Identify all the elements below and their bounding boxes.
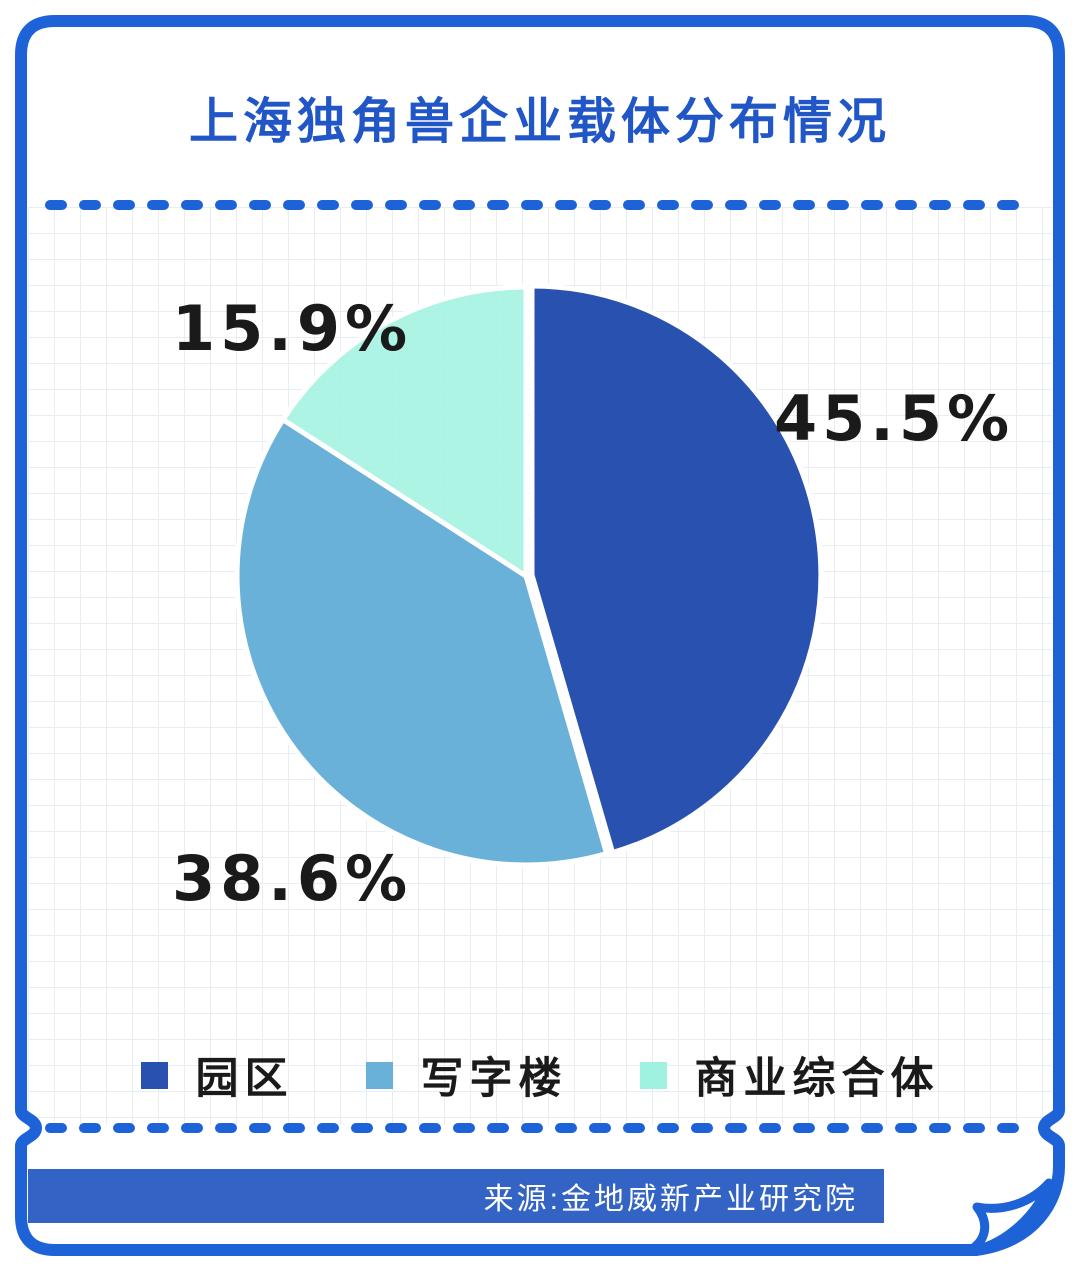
legend-label-commercial-complex: 商业综合体	[694, 1055, 940, 1103]
legend: 园区 写字楼 商业综合体	[28, 1040, 1052, 1110]
legend-item-office-building: 写字楼	[365, 1044, 568, 1106]
legend-item-park: 园区	[140, 1044, 294, 1106]
source-text: 来源:金地威新产业研究院	[483, 1183, 858, 1216]
legend-swatch-commercial-complex	[639, 1061, 667, 1089]
pie-label-office-building: 38.6%	[172, 842, 413, 915]
legend-label-office-building: 写字楼	[420, 1055, 568, 1103]
legend-swatch-office-building	[365, 1061, 393, 1089]
legend-swatch-park	[140, 1061, 168, 1089]
pie-label-commercial-complex: 15.9%	[172, 292, 413, 365]
pie-label-park: 45.5%	[774, 382, 1015, 455]
legend-label-park: 园区	[195, 1055, 294, 1103]
chart-title: 上海独角兽企业载体分布情况	[188, 95, 891, 149]
source-banner: 来源:金地威新产业研究院	[28, 1169, 884, 1223]
pie-slices	[234, 283, 824, 868]
legend-item-commercial-complex: 商业综合体	[639, 1044, 940, 1106]
